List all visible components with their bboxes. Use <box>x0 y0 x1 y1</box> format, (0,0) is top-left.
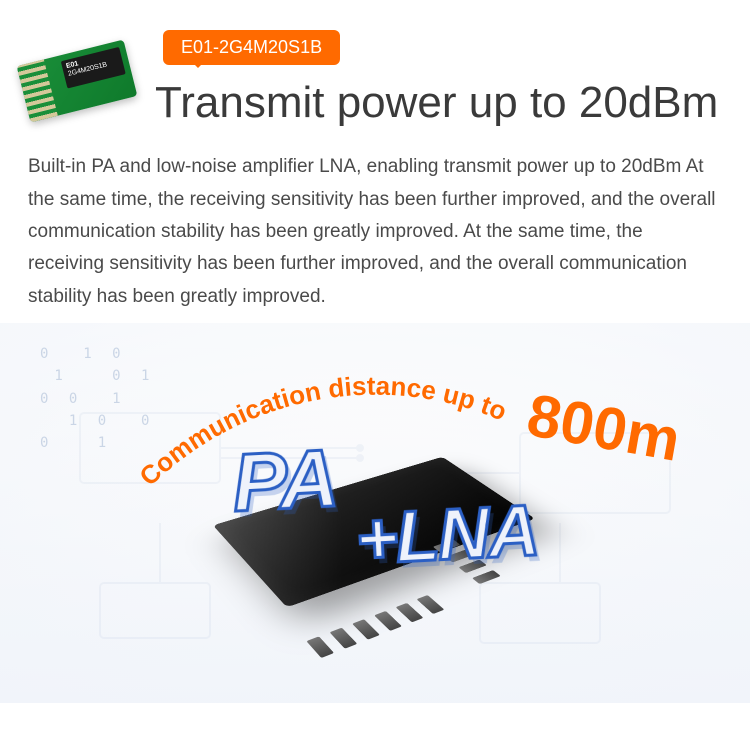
header-text: E01-2G4M20S1B Transmit power up to 20dBm <box>155 30 730 127</box>
hero-illustration: 0 1 0 1 0 1 0 0 1 1 0 0 0 1 Communicatio… <box>0 323 750 703</box>
product-badge: E01-2G4M20S1B <box>163 30 340 65</box>
description: Built-in PA and low-noise amplifier LNA,… <box>0 127 750 312</box>
chip-icon <box>215 422 535 642</box>
module-label: E01 2G4M20S1B <box>61 47 126 89</box>
module-thumbnail: E01 2G4M20S1B <box>20 30 140 120</box>
pcb-icon: E01 2G4M20S1B <box>17 40 138 123</box>
header: E01 2G4M20S1B E01-2G4M20S1B Transmit pow… <box>0 0 750 127</box>
page-title: Transmit power up to 20dBm <box>155 79 730 127</box>
